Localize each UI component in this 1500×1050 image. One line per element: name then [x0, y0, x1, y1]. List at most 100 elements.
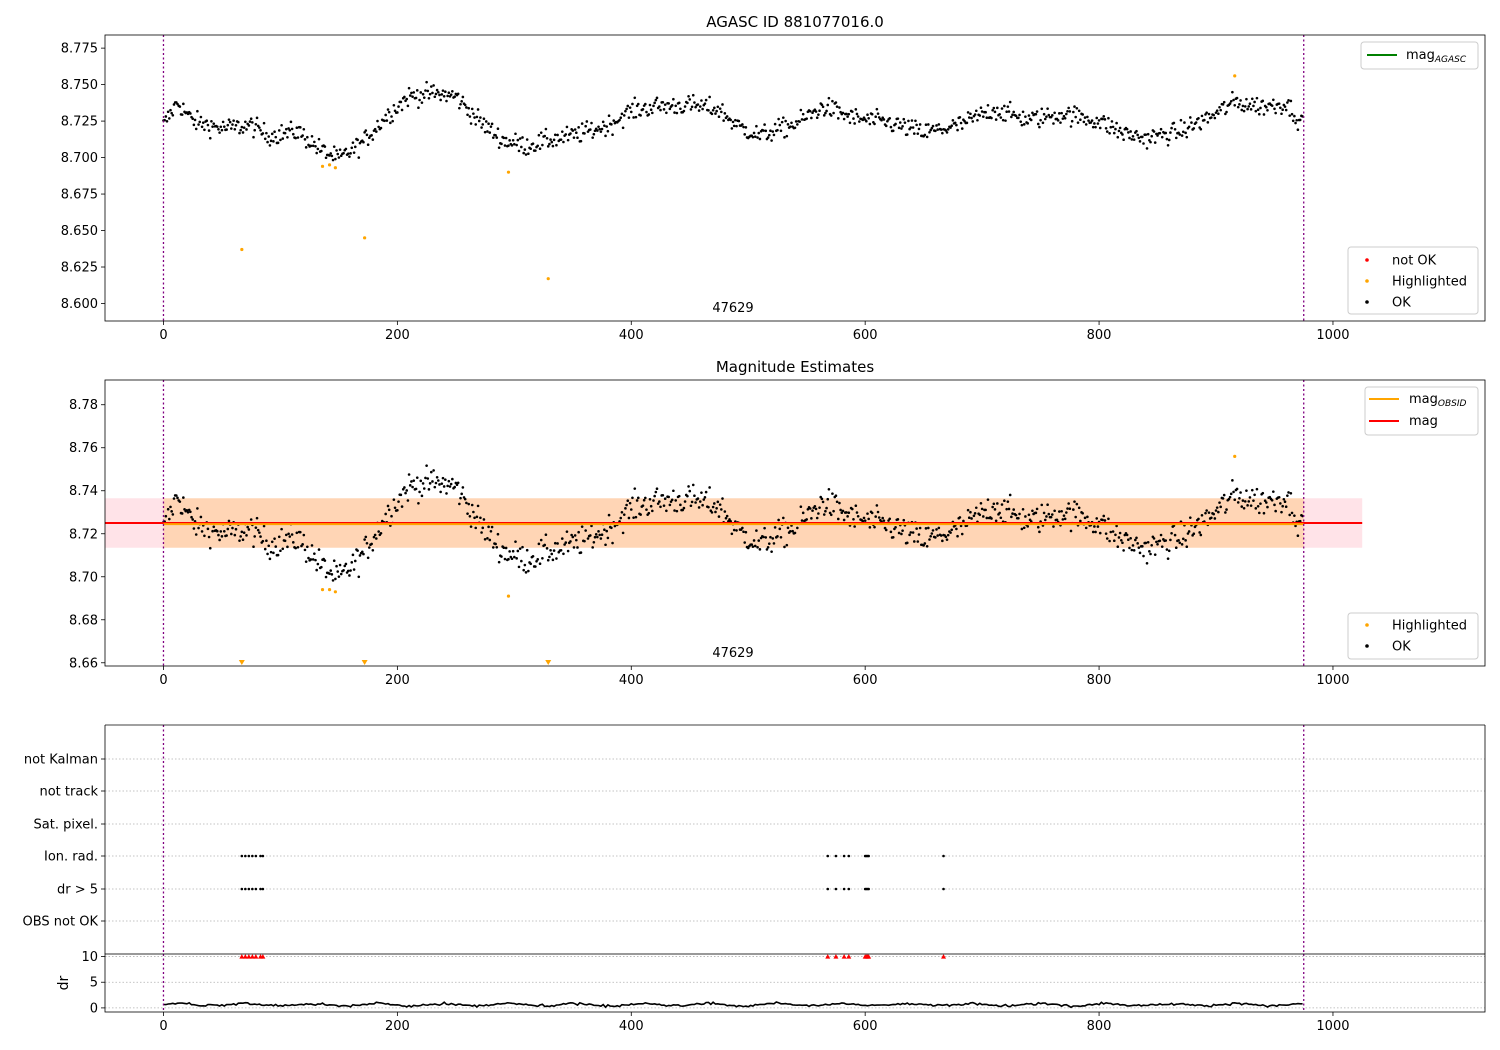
ok-point [1281, 108, 1284, 112]
ok-point [445, 99, 448, 103]
ok-point [1112, 539, 1116, 543]
ok-point [445, 492, 448, 495]
ok-point [178, 500, 182, 503]
ok-point [716, 500, 720, 504]
ok-point [1174, 546, 1178, 550]
ok-point [517, 149, 521, 153]
ok-point [543, 543, 547, 547]
ok-point [523, 148, 527, 151]
ok-point [552, 549, 556, 552]
ok-point [366, 143, 370, 146]
ok-point [217, 127, 220, 131]
ok-point [432, 84, 435, 87]
ok-point [752, 131, 756, 135]
ok-point [725, 115, 729, 118]
ok-point [1235, 487, 1239, 491]
ok-point [386, 504, 390, 508]
ok-point [222, 529, 226, 533]
ok-point [767, 542, 771, 545]
ok-point [744, 530, 748, 534]
ok-point [994, 118, 998, 121]
ok-point [263, 547, 267, 551]
ok-point [1266, 108, 1269, 112]
ok-point [659, 108, 662, 112]
ok-point [619, 516, 623, 520]
ok-point [251, 121, 254, 124]
ok-point [696, 497, 700, 500]
ok-point [1167, 549, 1171, 553]
ok-point [1215, 506, 1219, 509]
ok-point [435, 476, 439, 479]
ok-point [273, 537, 276, 540]
ok-point [276, 141, 280, 145]
ok-point [868, 526, 872, 529]
ok-point [785, 543, 789, 547]
ok-point [599, 130, 603, 133]
ok-point [959, 121, 963, 125]
ok-point [918, 123, 922, 126]
ok-point [1177, 538, 1180, 542]
ok-point [342, 151, 345, 155]
ok-point [817, 512, 820, 515]
ok-point [427, 96, 431, 100]
ok-point [516, 138, 520, 142]
ok-point [1093, 122, 1096, 125]
ok-point [565, 530, 569, 533]
ok-point [1217, 112, 1220, 115]
ok-point [211, 125, 214, 128]
ok-point [1203, 118, 1206, 122]
ok-point [522, 151, 525, 155]
ok-point [998, 112, 1001, 116]
ok-point [1104, 532, 1108, 535]
ok-point [915, 527, 918, 530]
ok-point [171, 513, 175, 516]
ok-point [482, 117, 486, 120]
ok-point [225, 128, 228, 131]
ok-point [960, 532, 964, 536]
ok-point [222, 125, 226, 129]
ok-point [999, 516, 1003, 520]
ok-point [544, 533, 548, 537]
dr-flag-point [240, 887, 244, 891]
panel1-xtick-label: 800 [1087, 328, 1112, 343]
ok-point [564, 541, 568, 544]
ok-point [846, 115, 849, 118]
ok-point [228, 120, 232, 124]
ok-point [881, 516, 885, 520]
ok-point [309, 558, 313, 561]
ok-point [911, 531, 915, 534]
ok-point [461, 95, 465, 99]
dr-flag-point [259, 887, 262, 891]
ok-point [939, 534, 943, 537]
ok-point [465, 106, 468, 109]
ok-point [703, 496, 707, 499]
ok-point [1245, 489, 1248, 492]
ok-point [1127, 538, 1130, 542]
ok-point [408, 484, 412, 487]
ok-point [1024, 115, 1027, 118]
ok-point [194, 533, 198, 536]
ok-point [600, 127, 604, 131]
ok-point [1118, 531, 1122, 535]
ok-point [758, 548, 762, 551]
ok-point [902, 117, 906, 121]
ok-point [253, 535, 256, 538]
ok-point [1228, 495, 1232, 499]
ok-point [766, 136, 770, 139]
ok-point [180, 113, 184, 116]
ok-point [431, 91, 434, 95]
ok-point [841, 509, 845, 513]
ok-point [494, 542, 497, 546]
ion-rad-flag-point [251, 854, 254, 858]
ok-point [390, 514, 393, 518]
ok-point [180, 512, 184, 515]
ok-point [935, 124, 938, 127]
ok-point [1003, 499, 1006, 502]
ok-point [784, 119, 787, 123]
ok-point [909, 126, 913, 129]
ok-point [1076, 121, 1080, 124]
ok-point [831, 492, 834, 495]
ok-point [835, 105, 839, 108]
ok-point [344, 562, 348, 566]
ok-point [721, 497, 724, 500]
